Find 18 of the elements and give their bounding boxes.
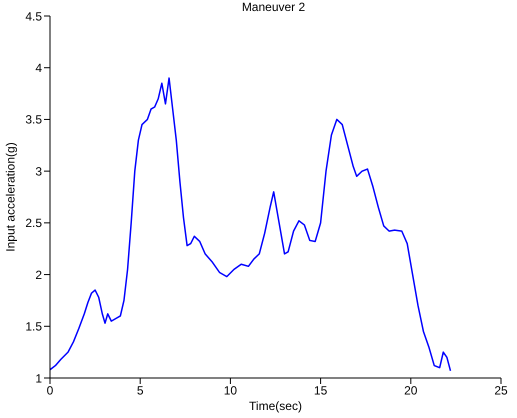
y-tick-label: 2.5	[25, 216, 42, 230]
y-tick-label: 4.5	[25, 9, 42, 24]
y-tick-label: 1	[35, 371, 42, 386]
line-series	[50, 77, 452, 372]
y-tick-label: 1.5	[25, 320, 42, 334]
chart-title: Maneuver 2	[240, 0, 306, 14]
x-tick-label: 20	[404, 384, 418, 398]
y-tick-label: 3.5	[25, 112, 42, 127]
x-axis-title: Time(sec)	[249, 399, 302, 413]
x-tick-label: 5	[136, 384, 144, 398]
y-tick-label: 4	[35, 60, 42, 75]
x-tick-label: 0	[46, 384, 54, 398]
y-tick-label: 3	[35, 164, 42, 178]
x-tick-label: 15	[314, 384, 328, 398]
x-tick-label: 10	[224, 384, 238, 398]
y-tick-label: 2	[35, 268, 42, 282]
y-axis-title: Input acceleration(g)	[3, 142, 18, 252]
x-tick-label: 25	[494, 384, 508, 398]
